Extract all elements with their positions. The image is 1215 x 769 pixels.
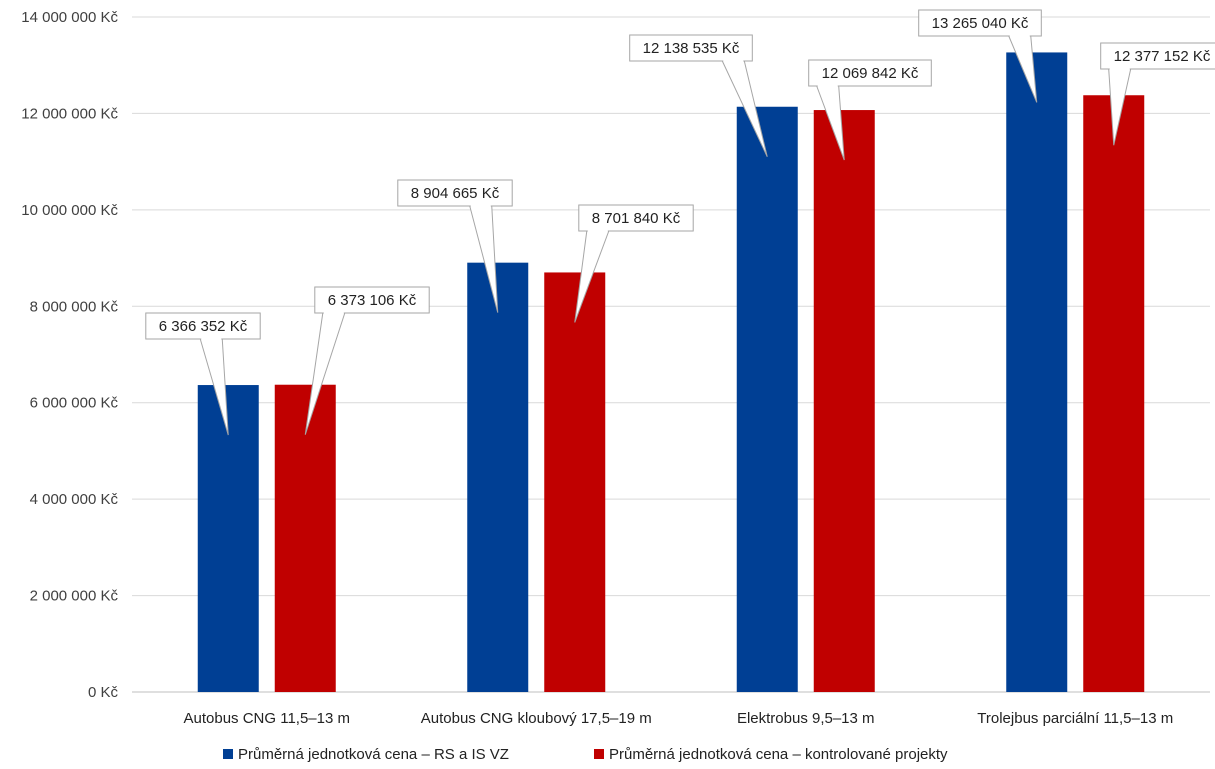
y-tick-label: 6 000 000 Kč	[30, 395, 119, 412]
bar-kontrolovane-projekty	[274, 384, 336, 692]
bar-rs-is-vz	[736, 106, 798, 692]
y-tick-label: 2 000 000 Kč	[30, 588, 119, 605]
data-label: 12 138 535 Kč	[643, 40, 740, 57]
y-tick-label: 10 000 000 Kč	[21, 202, 118, 219]
y-tick-label: 4 000 000 Kč	[30, 491, 119, 508]
bar-kontrolovane-projekty	[1083, 95, 1145, 693]
x-category-label: Autobus CNG kloubový 17,5–19 m	[421, 710, 652, 727]
y-tick-label: 8 000 000 Kč	[30, 298, 119, 315]
y-tick-label: 14 000 000 Kč	[21, 9, 118, 26]
bar-kontrolovane-projekty	[813, 110, 875, 693]
data-label: 6 366 352 Kč	[159, 318, 248, 335]
data-label-callouts: 6 366 352 Kč 6 373 106 Kč 8 904 665 Kč 8 70…	[145, 9, 1215, 436]
legend: Průměrná jednotková cena – RS a IS VZ Prů…	[223, 746, 948, 763]
x-category-label: Elektrobus 9,5–13 m	[737, 710, 875, 727]
data-label: 12 069 842 Kč	[822, 65, 919, 82]
data-label: 6 373 106 Kč	[328, 292, 417, 309]
legend-entry-label: Průměrná jednotková cena – RS a IS VZ	[238, 746, 509, 763]
callout-box	[918, 9, 1042, 37]
callout-box	[578, 204, 694, 232]
bars	[197, 52, 1145, 693]
data-label: 13 265 040 Kč	[932, 15, 1029, 32]
data-label: 8 904 665 Kč	[411, 185, 500, 202]
legend-entry-label: Průměrná jednotková cena – kontrolované …	[609, 746, 948, 763]
x-axis-category-labels: Autobus CNG 11,5–13 m Autobus CNG kloubov…	[184, 710, 1174, 727]
callout-box	[397, 179, 513, 207]
callout-box	[808, 59, 932, 87]
legend-swatch	[594, 749, 604, 759]
bar-rs-is-vz	[467, 262, 529, 692]
x-category-label: Trolejbus parciální 11,5–13 m	[977, 710, 1173, 727]
y-axis-tick-labels: 0 Kč 2 000 000 Kč 4 000 000 Kč 6 000 000 Kč…	[21, 9, 118, 701]
data-label: 12 377 152 Kč	[1114, 48, 1211, 65]
callout-box	[629, 34, 753, 62]
bar-rs-is-vz	[1006, 52, 1068, 693]
legend-swatch	[223, 749, 233, 759]
y-tick-label: 0 Kč	[88, 684, 119, 701]
x-category-label: Autobus CNG 11,5–13 m	[184, 710, 350, 727]
callout-box	[314, 286, 430, 314]
data-label: 8 701 840 Kč	[592, 210, 681, 227]
y-tick-label: 12 000 000 Kč	[21, 105, 118, 122]
callout-box	[1100, 42, 1215, 70]
bar-kontrolovane-projekty	[544, 272, 606, 692]
bar-rs-is-vz	[197, 385, 259, 692]
